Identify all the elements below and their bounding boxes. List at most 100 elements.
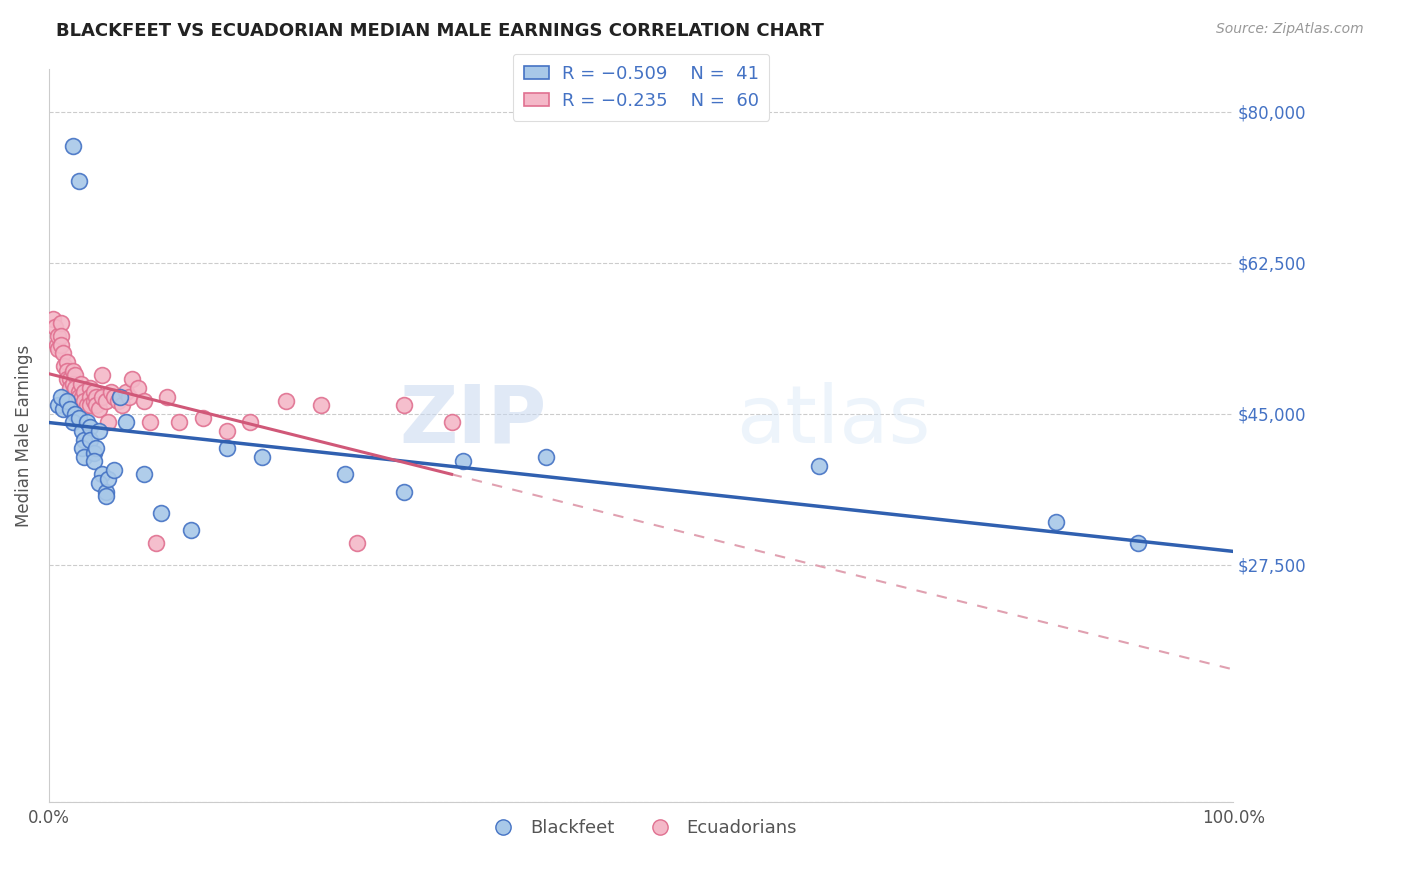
Point [132,467,155,482]
Point [79,390,101,404]
Point [59,402,82,417]
Point [48,342,70,356]
Point [63,407,86,421]
Point [59,372,82,386]
Point [103,390,125,404]
Point [394,398,416,412]
Point [440,416,463,430]
Point [274,393,297,408]
Point [49,329,72,343]
Point [67,385,90,400]
Point [70,424,93,438]
Point [215,424,238,438]
Point [63,368,86,382]
Point [44,320,66,334]
Point [52,402,75,417]
Point [70,390,93,404]
Point [115,416,138,430]
Point [311,398,333,412]
Point [59,381,82,395]
Point [62,139,84,153]
Point [67,411,90,425]
Legend: Blackfeet, Ecuadorians: Blackfeet, Ecuadorians [478,812,804,845]
Text: atlas: atlas [735,382,931,459]
Point [156,390,179,404]
Point [1045,515,1067,529]
Point [48,398,70,412]
Y-axis label: Median Male Earnings: Median Male Earnings [15,344,32,526]
Point [83,393,105,408]
Point [46,337,69,351]
Point [250,450,273,464]
Point [83,445,105,459]
Point [94,484,117,499]
Point [180,524,202,538]
Point [73,450,96,464]
Point [138,416,160,430]
Point [49,390,72,404]
Point [79,381,101,395]
Point [86,398,108,412]
Point [73,385,96,400]
Point [62,364,84,378]
Text: BLACKFEET VS ECUADORIAN MEDIAN MALE EARNINGS CORRELATION CHART: BLACKFEET VS ECUADORIAN MEDIAN MALE EARN… [56,22,824,40]
Point [70,442,93,456]
Point [121,372,143,386]
Point [94,489,117,503]
Point [453,454,475,468]
Point [83,385,105,400]
Point [108,390,131,404]
Point [67,390,90,404]
Point [76,398,98,412]
Point [111,398,134,412]
Point [394,484,416,499]
Point [107,393,129,408]
Point [79,433,101,447]
Point [91,467,114,482]
Point [55,372,77,386]
Point [49,337,72,351]
Point [79,398,101,412]
Point [118,390,141,404]
Point [87,424,110,438]
Point [55,393,77,408]
Point [807,458,830,473]
Point [91,390,114,404]
Point [115,385,138,400]
Point [87,402,110,417]
Point [63,381,86,395]
Point [53,359,76,374]
Point [132,393,155,408]
Point [62,376,84,391]
Point [67,174,90,188]
Point [91,368,114,382]
Point [73,393,96,408]
Point [215,442,238,456]
Point [87,475,110,490]
Point [55,355,77,369]
Point [150,506,173,520]
Point [55,364,77,378]
Point [48,329,70,343]
Point [79,419,101,434]
Point [1128,536,1150,550]
Text: Source: ZipAtlas.com: Source: ZipAtlas.com [1216,22,1364,37]
Point [333,467,356,482]
Point [145,536,167,550]
Point [70,376,93,391]
Point [167,416,190,430]
Point [76,416,98,430]
Point [73,433,96,447]
Point [97,416,120,430]
Point [62,416,84,430]
Point [127,381,149,395]
Text: ZIP: ZIP [399,382,547,459]
Point [239,416,262,430]
Point [52,346,75,360]
Point [536,450,558,464]
Point [94,393,117,408]
Point [103,463,125,477]
Point [108,390,131,404]
Point [41,311,63,326]
Point [346,536,368,550]
